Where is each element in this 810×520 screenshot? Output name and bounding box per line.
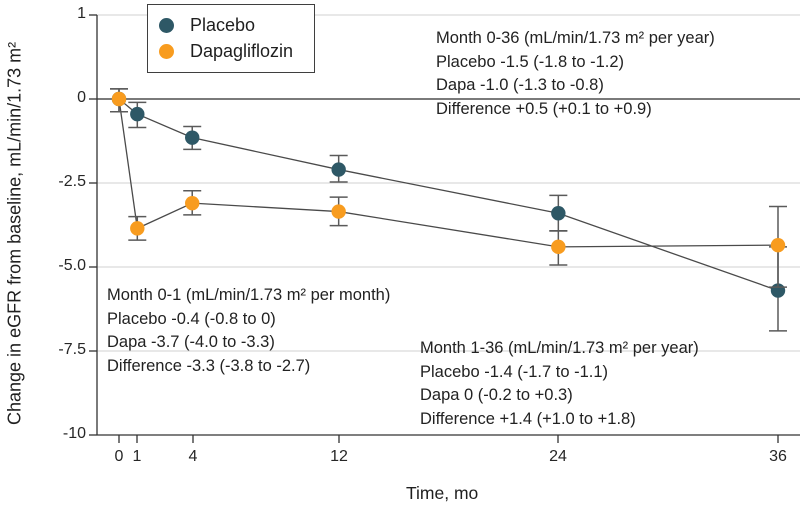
annotation-month-0-1: Month 0-1 (mL/min/1.73 m² per month) Pla…: [107, 284, 390, 378]
y-tick-label: -10: [62, 425, 86, 442]
y-axis-title: Change in eGFR from baseline, mL/min/1.7…: [4, 41, 25, 425]
annotation-line: Difference +1.4 (+1.0 to +1.8): [420, 409, 636, 428]
data-point-dapagliflozin-month-24: [551, 239, 566, 255]
series-layer: [110, 88, 787, 332]
annotation-line: Dapa 0 (-0.2 to +0.3): [420, 386, 573, 404]
data-point-dapagliflozin-month-0: [111, 91, 127, 107]
gridlines: [97, 14, 800, 352]
series-line: [118, 98, 779, 248]
annotation-line: Month 0-1 (mL/min/1.73 m² per month): [107, 286, 391, 304]
annotation-line: Month 1-36 (mL/min/1.73 m² per year): [420, 339, 699, 357]
placebo-marker-icon: [159, 18, 174, 33]
x-tick-label: 12: [330, 448, 348, 465]
x-tick-label: 24: [549, 448, 567, 465]
data-point-placebo-month-1: [130, 106, 145, 122]
x-tick-label: 4: [188, 448, 198, 465]
data-point-placebo-month-4: [185, 130, 200, 145]
dapagliflozin-marker-icon: [159, 44, 174, 59]
y-tick-label: -2.5: [58, 173, 86, 190]
annotation-month-1-36: Month 1-36 (mL/min/1.73 m² per year) Pla…: [420, 337, 699, 431]
annotation-month-0-36: Month 0-36 (mL/min/1.73 m² per year) Pla…: [436, 27, 715, 121]
data-point-placebo-month-12: [331, 162, 346, 177]
legend: Placebo Dapagliflozin: [147, 4, 315, 73]
legend-item-dapagliflozin: Dapagliflozin: [159, 41, 314, 62]
data-point-dapagliflozin-month-1: [130, 221, 145, 236]
legend-label: Dapagliflozin: [190, 41, 294, 61]
annotation-line: Dapa -3.7 (-4.0 to -3.3): [107, 333, 275, 351]
x-tick-label: 36: [769, 448, 787, 465]
y-tick-label: 1: [77, 5, 86, 22]
data-point-dapagliflozin-month-36: [770, 237, 786, 253]
axes: [89, 14, 800, 443]
annotation-line: Dapa -1.0 (-1.3 to -0.8): [436, 76, 604, 94]
data-point-dapagliflozin-month-12: [331, 204, 346, 219]
y-tick-label: -5.0: [58, 257, 86, 274]
annotation-line: Month 0-36 (mL/min/1.73 m² per year): [436, 29, 715, 47]
x-tick-label: 0: [114, 448, 124, 465]
annotation-line: Difference +0.5 (+0.1 to +0.9): [436, 99, 652, 118]
annotation-line: Difference -3.3 (-3.8 to -2.7): [107, 356, 311, 375]
x-axis-title: Time, mo: [406, 483, 479, 503]
data-point-placebo-month-24: [551, 206, 566, 221]
series-dapagliflozin: [110, 88, 787, 288]
legend-item-placebo: Placebo: [159, 15, 314, 36]
legend-label: Placebo: [190, 15, 256, 35]
annotation-line: Placebo -0.4 (-0.8 to 0): [107, 309, 276, 328]
y-tick-label: 0: [77, 89, 86, 106]
annotation-line: Placebo -1.4 (-1.7 to -1.1): [420, 362, 609, 381]
annotation-line: Placebo -1.5 (-1.8 to -1.2): [436, 52, 625, 71]
y-tick-label: -7.5: [58, 341, 86, 358]
x-tick-label: 1: [132, 448, 142, 465]
data-point-dapagliflozin-month-4: [185, 195, 200, 211]
series-line: [118, 98, 779, 292]
